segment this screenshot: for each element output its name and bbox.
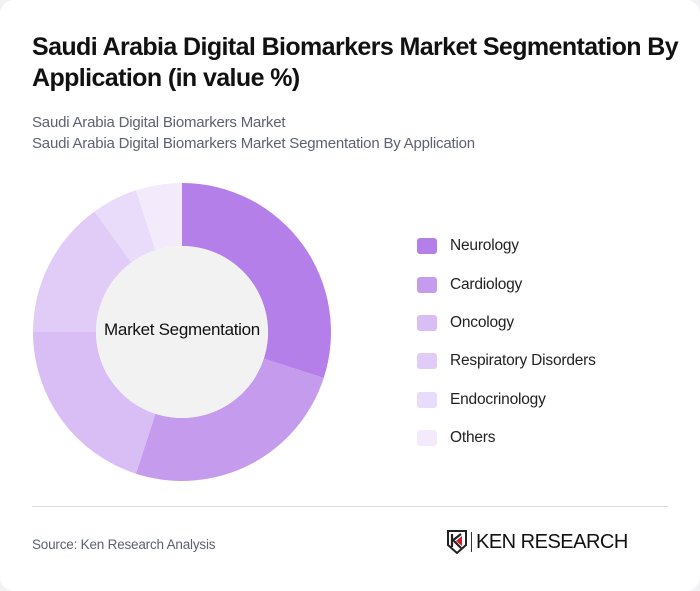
ken-research-shield-icon bbox=[447, 530, 467, 554]
legend-swatch bbox=[417, 238, 437, 255]
donut-slice-oncology[interactable] bbox=[33, 332, 156, 474]
chart-legend: Neurology Cardiology Oncology Respiratory D… bbox=[417, 227, 596, 457]
donut-slice-respiratory-disorders[interactable] bbox=[33, 211, 132, 332]
legend-swatch bbox=[417, 391, 437, 408]
legend-item-endocrinology[interactable]: Endocrinology bbox=[417, 381, 596, 419]
legend-label: Others bbox=[450, 429, 496, 447]
ken-research-logo: KEN RESEARCH bbox=[447, 530, 628, 554]
legend-item-respiratory-disorders[interactable]: Respiratory Disorders bbox=[417, 342, 596, 380]
legend-label: Endocrinology bbox=[450, 390, 546, 408]
legend-swatch bbox=[417, 314, 437, 331]
legend-label: Respiratory Disorders bbox=[450, 352, 596, 370]
footer-divider bbox=[32, 506, 668, 507]
donut-slice-others[interactable] bbox=[135, 183, 182, 251]
legend-item-others[interactable]: Others bbox=[417, 419, 596, 457]
legend-swatch bbox=[417, 430, 437, 447]
chart-title: Saudi Arabia Digital Biomarkers Market S… bbox=[32, 33, 679, 92]
chart-subtitle-segmentation: Saudi Arabia Digital Biomarkers Market S… bbox=[32, 135, 475, 152]
legend-label: Oncology bbox=[450, 313, 514, 331]
logo-separator bbox=[471, 532, 472, 552]
donut-slice-endocrinology[interactable] bbox=[94, 190, 156, 263]
legend-swatch bbox=[417, 353, 437, 370]
logo-text: KEN RESEARCH bbox=[476, 530, 628, 553]
donut-center-label: Market Segmentation bbox=[104, 320, 260, 339]
legend-label: Neurology bbox=[450, 237, 519, 255]
legend-swatch bbox=[417, 276, 437, 293]
donut-chart bbox=[33, 183, 331, 481]
donut-slice-cardiology[interactable] bbox=[135, 358, 324, 481]
donut-slice-neurology[interactable] bbox=[182, 183, 331, 379]
donut-hole bbox=[96, 246, 268, 418]
chart-subtitle-market: Saudi Arabia Digital Biomarkers Market bbox=[32, 114, 286, 131]
legend-label: Cardiology bbox=[450, 275, 523, 293]
legend-item-oncology[interactable]: Oncology bbox=[417, 304, 596, 342]
legend-item-cardiology[interactable]: Cardiology bbox=[417, 265, 596, 303]
legend-item-neurology[interactable]: Neurology bbox=[417, 227, 596, 265]
source-note: Source: Ken Research Analysis bbox=[32, 537, 216, 552]
